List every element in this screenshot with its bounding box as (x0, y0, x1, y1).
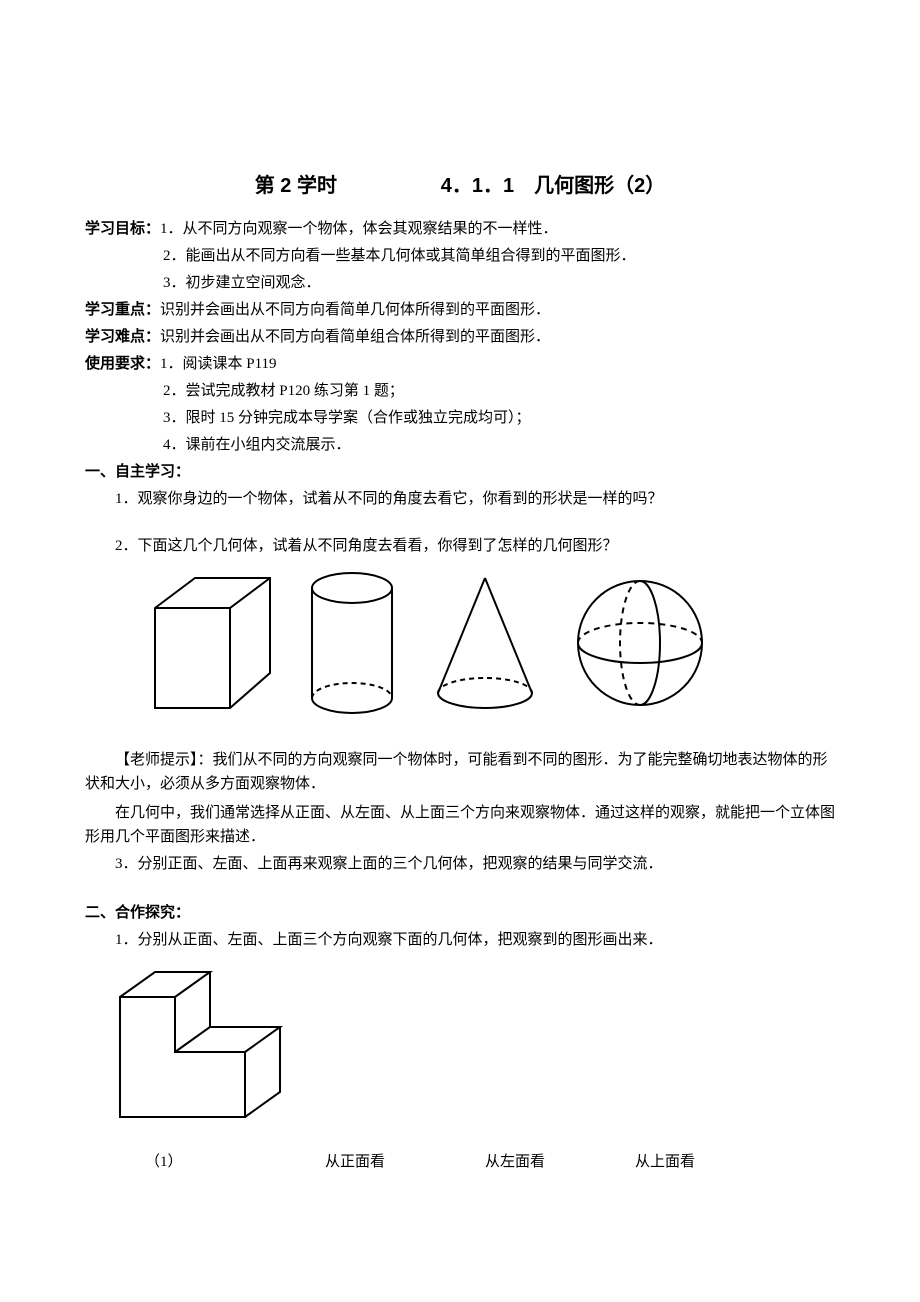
section1-q2: 2．下面这几个几何体，试着从不同角度去看看，你得到了怎样的几何图形？ (85, 534, 835, 558)
label-num: （1） (145, 1150, 325, 1174)
focus-text: 识别并会画出从不同方向看简单几何体所得到的平面图形． (160, 302, 550, 318)
label-left: 从左面看 (485, 1150, 635, 1174)
sphere-shape (570, 573, 710, 713)
lesson-title: 第 2 学时 (255, 170, 337, 202)
title-row: 第 2 学时 4．1．1 几何图形（2） (85, 170, 835, 202)
objectives-line-1: 学习目标：1．从不同方向观察一个物体，体会其观察结果的不一样性． (85, 217, 835, 241)
teacher-label: 【老师提示】： (115, 752, 213, 768)
cylinder-shape (305, 568, 400, 718)
objective-1: 1．从不同方向观察一个物体，体会其观察结果的不一样性． (160, 221, 558, 237)
objectives-label: 学习目标： (85, 220, 160, 237)
focus-label: 学习重点： (85, 301, 160, 318)
focus-line: 学习重点：识别并会画出从不同方向看简单几何体所得到的平面图形． (85, 298, 835, 322)
requirement-1: 1．阅读课本 P119 (160, 356, 277, 372)
views-labels-row: （1） 从正面看 从左面看 从上面看 (85, 1150, 835, 1174)
objective-2: 2．能画出从不同方向看一些基本几何体或其简单组合得到的平面图形． (85, 244, 835, 268)
label-front: 从正面看 (325, 1150, 485, 1174)
objective-3: 3．初步建立空间观念． (85, 271, 835, 295)
section1-q3: 3．分别正面、左面、上面再来观察上面的三个几何体，把观察的结果与同学交流． (85, 852, 835, 876)
lshape-solid (105, 962, 295, 1132)
difficulty-text: 识别并会画出从不同方向看简单组合体所得到的平面图形． (160, 329, 550, 345)
cube-shape (145, 568, 275, 718)
section2-q1: 1．分别从正面、左面、上面三个方向观察下面的几何体，把观察到的图形画出来． (85, 928, 835, 952)
difficulty-label: 学习难点： (85, 328, 160, 345)
requirement-4: 4．课前在小组内交流展示． (85, 433, 835, 457)
difficulty-line: 学习难点：识别并会画出从不同方向看简单组合体所得到的平面图形． (85, 325, 835, 349)
teacher-note: 【老师提示】：我们从不同的方向观察同一个物体时，可能看到不同的图形．为了能完整确… (85, 748, 835, 796)
requirements-line-1: 使用要求：1．阅读课本 P119 (85, 352, 835, 376)
requirement-3: 3．限时 15 分钟完成本导学案（合作或独立完成均可）； (85, 406, 835, 430)
shapes-row (145, 568, 835, 718)
section1-para2: 在几何中，我们通常选择从正面、从左面、从上面三个方向来观察物体．通过这样的观察，… (85, 801, 835, 849)
section-title: 4．1．1 几何图形（2） (441, 170, 666, 202)
label-top: 从上面看 (635, 1150, 755, 1174)
section1-q1: 1．观察你身边的一个物体，试着从不同的角度去看它，你看到的形状是一样的吗？ (85, 487, 835, 511)
section1-head: 一、自主学习： (85, 460, 835, 484)
cone-shape (430, 568, 540, 718)
requirements-label: 使用要求： (85, 355, 160, 372)
requirement-2: 2．尝试完成教材 P120 练习第 1 题； (85, 379, 835, 403)
section2-head: 二、合作探究： (85, 901, 835, 925)
lshape-container (105, 962, 835, 1140)
